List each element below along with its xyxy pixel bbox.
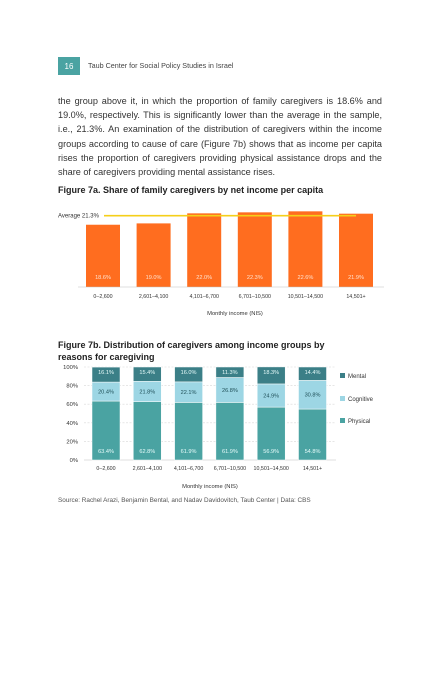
bar-0: [86, 224, 120, 287]
segment-value-label: 20.4%: [98, 390, 114, 396]
bar-value-label: 18.6%: [95, 275, 111, 281]
legend-swatch-physical: [340, 418, 345, 423]
x-tick-label: 10,501–14,500: [288, 294, 323, 300]
stack-segment-mental: [215, 366, 245, 378]
source-note: Source: Rachel Arazi, Benjamin Bental, a…: [58, 497, 311, 504]
bar-value-label: 21.9%: [348, 275, 364, 281]
y-tick-label: 0%: [70, 458, 78, 464]
x-tick-label: 6,701–10,500: [239, 294, 271, 300]
page-number-badge: 16: [58, 57, 80, 75]
stack-segment-physical: [133, 401, 162, 461]
x-tick-label: 0–2,600: [93, 294, 112, 300]
bar-value-label: 19.0%: [146, 275, 162, 281]
x-tick-label: 2,601–4,100: [133, 466, 163, 472]
bar-value-label: 22.6%: [297, 275, 313, 281]
stack-segment-cognitive: [215, 377, 245, 403]
segment-value-label: 62.8%: [139, 449, 155, 455]
segment-value-label: 63.4%: [98, 449, 114, 455]
bar-value-label: 22.3%: [247, 275, 263, 281]
legend-label-physical: Physical: [348, 419, 370, 425]
legend-label-cognitive: Cognitive: [348, 397, 374, 403]
stack-segment-physical: [215, 402, 245, 461]
figure-7a-title: Figure 7a. Share of family caregivers by…: [58, 185, 324, 195]
x-tick-label: 14,501+: [303, 466, 322, 472]
x-tick-label: 10,501–14,500: [254, 466, 289, 472]
segment-value-label: 54.8%: [305, 449, 321, 455]
x-axis-title: Monthly income (NIS): [207, 311, 263, 317]
segment-value-label: 15.4%: [139, 370, 155, 376]
bar-3: [237, 212, 272, 287]
x-tick-label: 2,601–4,100: [139, 294, 169, 300]
y-tick-label: 60%: [66, 402, 78, 408]
bar-5: [339, 213, 373, 287]
segment-value-label: 16.1%: [98, 370, 114, 376]
segment-value-label: 24.9%: [263, 394, 279, 400]
stack-segment-physical: [91, 400, 121, 461]
legend-label-mental: Mental: [348, 374, 366, 380]
body-paragraph: the group above it, in which the proport…: [58, 96, 382, 178]
segment-value-label: 11.3%: [222, 370, 237, 376]
bar-1: [136, 223, 171, 287]
x-tick-label: 0–2,600: [96, 466, 115, 472]
x-tick-label: 14,501+: [346, 294, 365, 300]
y-tick-label: 100%: [63, 365, 78, 371]
segment-value-label: 61.9%: [222, 449, 238, 455]
page-number: 16: [64, 61, 74, 71]
x-tick-label: 6,701–10,500: [214, 466, 246, 472]
stack-segment-physical: [298, 408, 327, 461]
segment-value-label: 30.8%: [305, 393, 321, 399]
segment-value-label: 16.0%: [181, 370, 197, 376]
bar-2: [187, 213, 222, 287]
running-header: Taub Center for Social Policy Studies in…: [88, 61, 234, 70]
y-tick-label: 40%: [66, 421, 78, 427]
stack-segment-mental: [133, 366, 162, 382]
figure-7b-title: Figure 7b. Distribution of caregivers am…: [58, 340, 325, 362]
y-tick-label: 20%: [66, 439, 78, 445]
x-tick-label: 4,101–6,700: [189, 294, 219, 300]
legend-swatch-cognitive: [340, 396, 345, 401]
segment-value-label: 61.9%: [181, 449, 197, 455]
figure-7b-chart: 0% 20% 40% 60% 80% 100% 63.4% 20.4% 16.1% 0–2,600…: [63, 365, 374, 490]
stack-segment-mental: [256, 366, 286, 385]
stack-segment-cognitive: [298, 380, 327, 410]
x-tick-label: 4,101–6,700: [174, 466, 204, 472]
segment-value-label: 56.9%: [263, 449, 279, 455]
segment-value-label: 21.8%: [139, 389, 155, 395]
segment-value-label: 14.4%: [305, 370, 321, 376]
segment-value-label: 26.8%: [222, 388, 238, 394]
bar-value-label: 22.0%: [196, 275, 212, 281]
stack-segment-mental: [91, 366, 121, 383]
stack-segment-mental: [174, 366, 203, 383]
bar-4: [288, 211, 323, 287]
stack-segment-mental: [298, 366, 327, 381]
x-axis-title: Monthly income (NIS): [182, 484, 238, 490]
segment-value-label: 22.1%: [181, 390, 197, 396]
average-label: Average 21.3%: [58, 214, 100, 220]
y-tick-label: 80%: [66, 384, 78, 390]
figure-7a-chart: 18.6% 0–2,600 19.0% 2,601–4,100 22.0% 4,101–6…: [58, 211, 384, 317]
legend-swatch-mental: [340, 373, 345, 378]
segment-value-label: 18.3%: [263, 370, 279, 376]
